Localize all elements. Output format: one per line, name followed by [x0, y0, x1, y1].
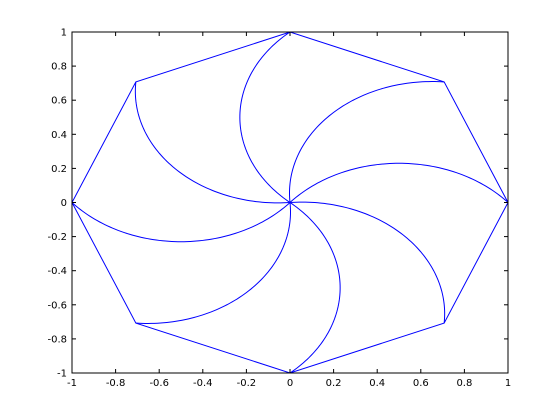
spiral-arc-8: [289, 201, 446, 324]
spiral-arc-1: [289, 162, 509, 203]
x-tick-label: 0.8: [456, 378, 472, 389]
x-tick-label: 0.2: [326, 378, 342, 389]
x-tick-label: -0.2: [237, 378, 257, 389]
spiral-arc-6: [135, 202, 292, 324]
y-tick-label: 0.8: [51, 62, 67, 73]
x-tick-label: -0.4: [193, 378, 213, 389]
y-tick-label: 0: [61, 198, 67, 209]
y-tick-label: -0.2: [47, 232, 67, 243]
y-tick-label: -0.6: [47, 300, 67, 311]
x-tick-label: 0.6: [413, 378, 429, 389]
spiral-arc-3: [239, 31, 291, 203]
y-tick-label: -0.4: [47, 266, 67, 277]
spiral-arc-2: [288, 81, 445, 203]
y-tick-label: -0.8: [47, 334, 67, 345]
y-tick-label: 0.4: [51, 130, 67, 141]
plot-area: [71, 31, 509, 374]
x-tick-label: 0: [287, 378, 293, 389]
x-tick-label: -1: [67, 378, 77, 389]
x-tick-label: 0.4: [369, 378, 385, 389]
spiral-arc-4: [134, 81, 291, 204]
spiral-arc-5: [71, 202, 291, 243]
x-tick-label: -0.6: [149, 378, 169, 389]
y-tick-label: -1: [57, 369, 67, 380]
y-tick-label: 1: [61, 28, 67, 39]
axes: -1 -0.8 -0.6 -0.4 -0.2 0 0.2 0.4 0.6 0.8 1 1 0.8 0.6 0…: [47, 28, 511, 390]
x-tick-label: 1: [505, 378, 511, 389]
x-tick-label: -0.8: [106, 378, 126, 389]
y-tick-label: 0.6: [51, 96, 67, 107]
spiral-arc-7: [289, 202, 341, 374]
y-tick-label: 0.2: [51, 164, 67, 175]
